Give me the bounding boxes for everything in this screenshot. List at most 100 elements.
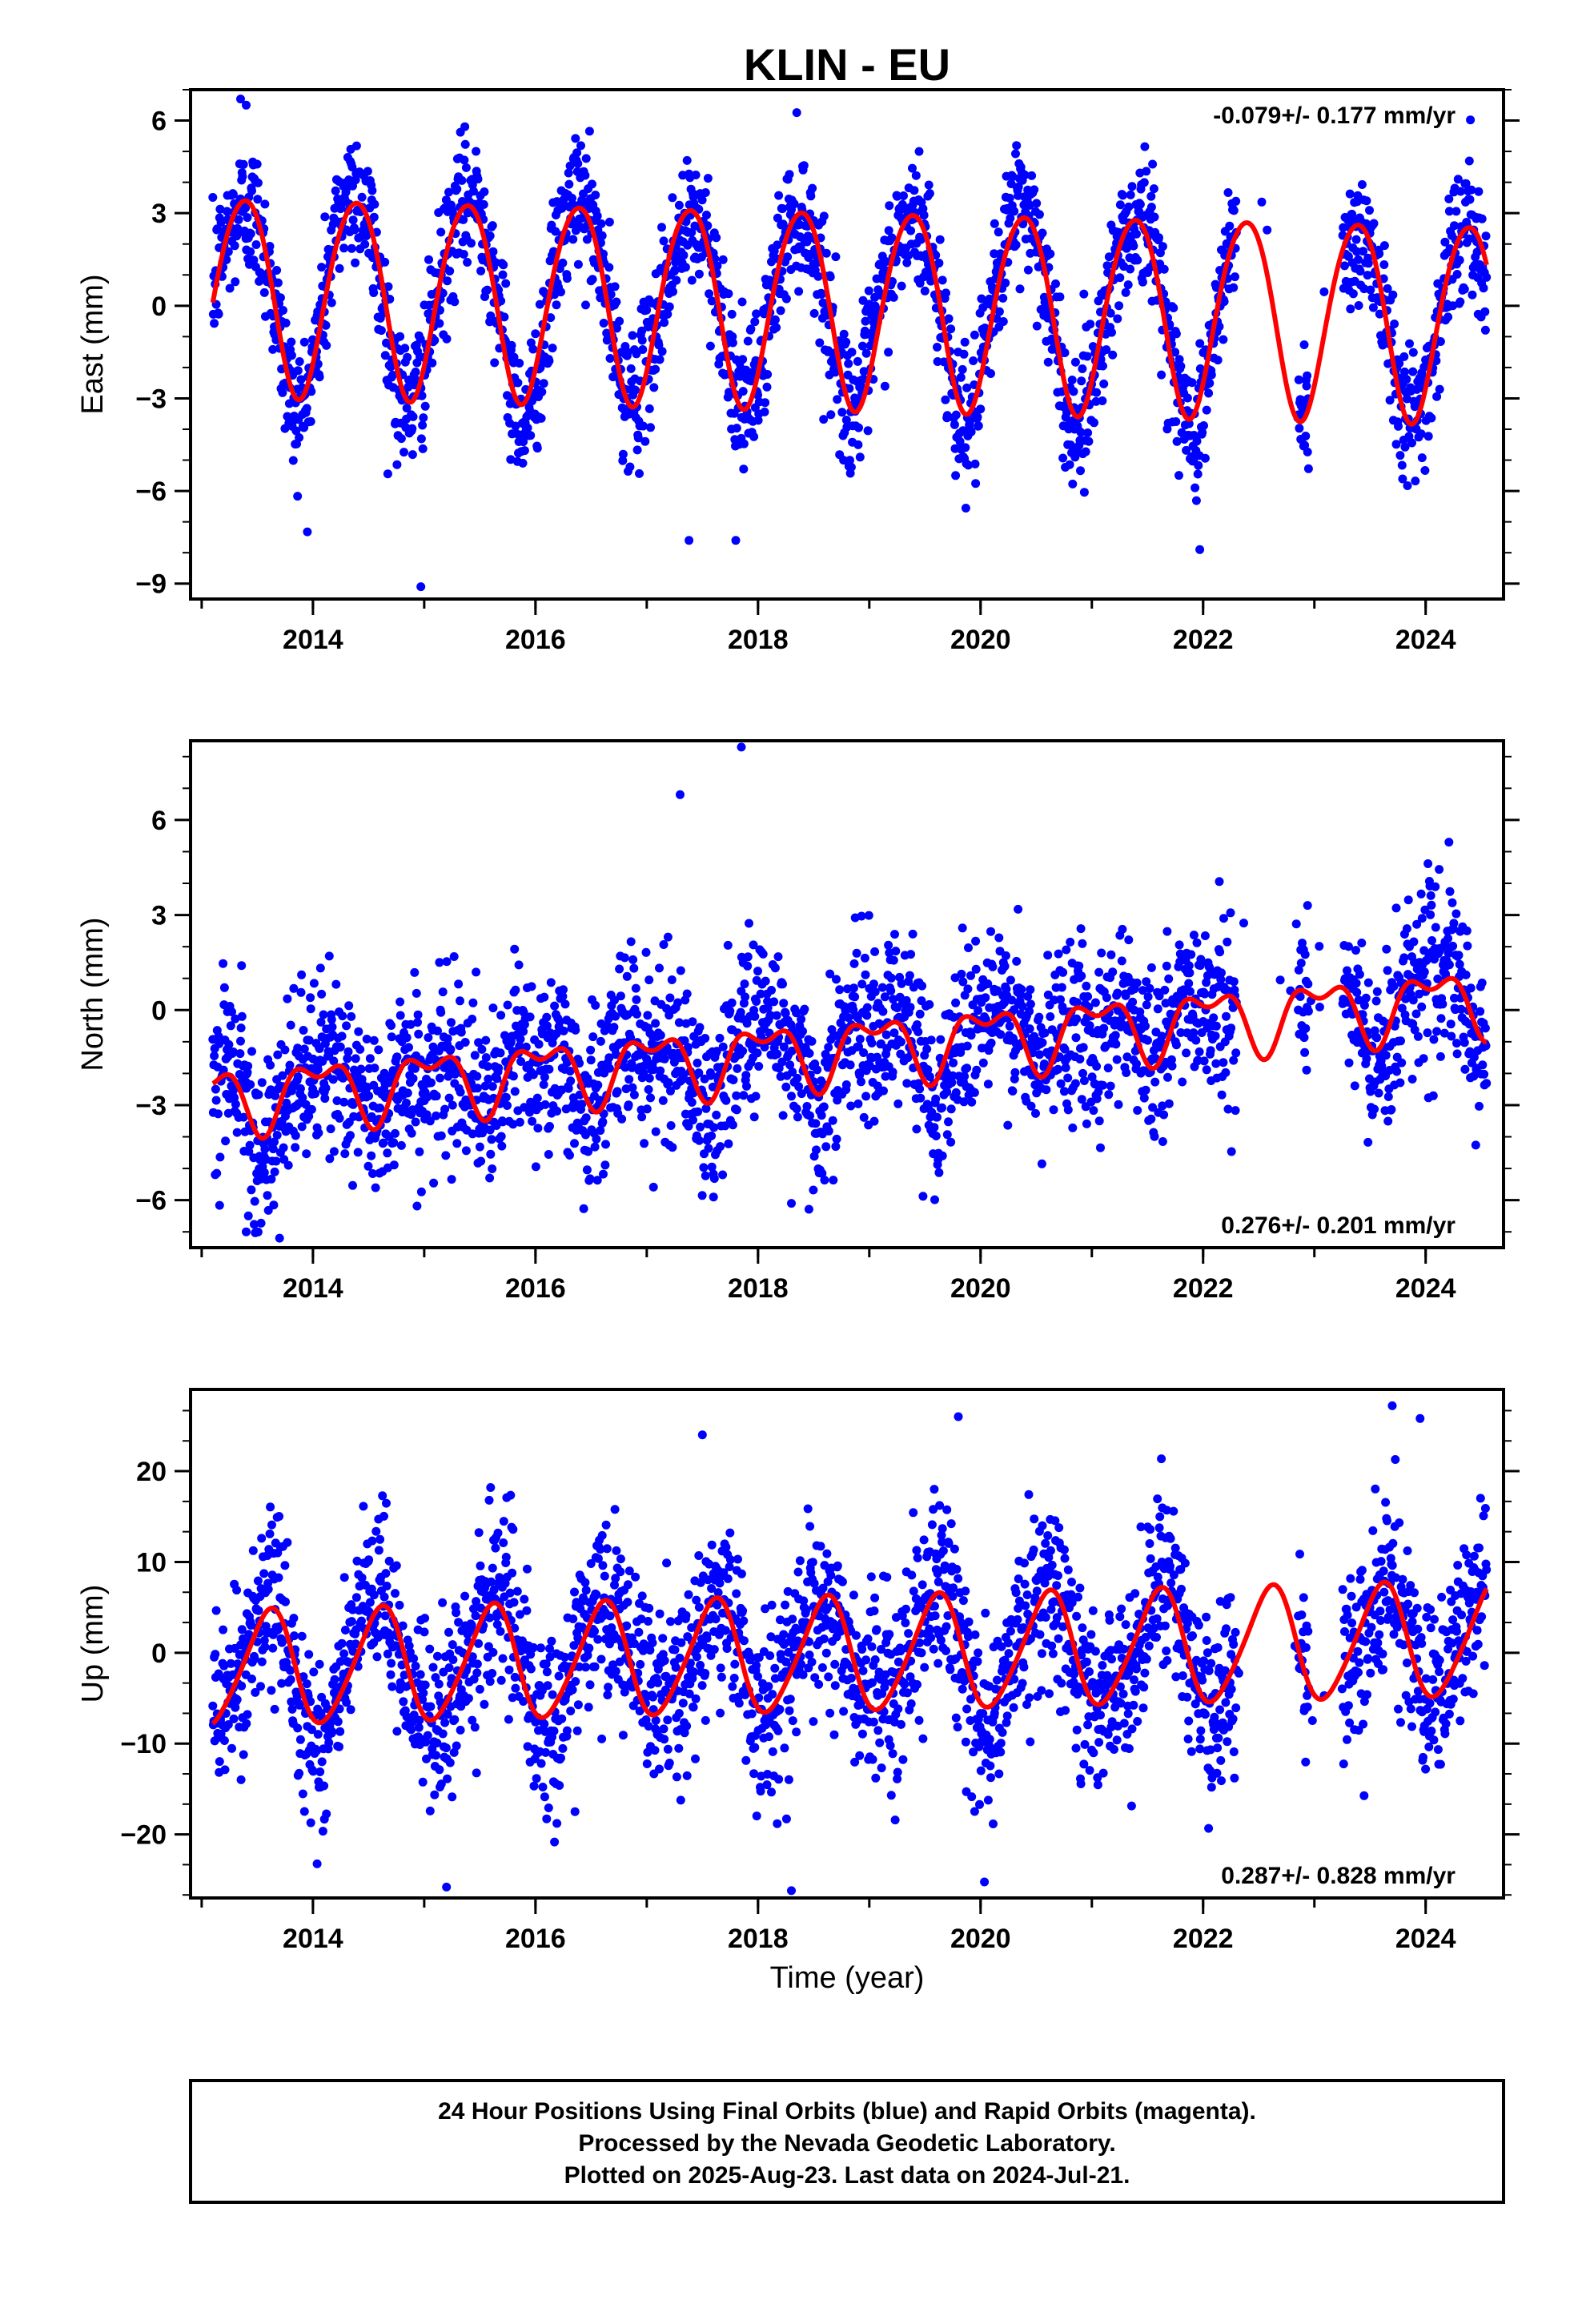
data-point: [806, 191, 816, 201]
data-point: [540, 992, 549, 1002]
data-point: [1090, 998, 1100, 1007]
x-tick-label: 2022: [1173, 625, 1234, 655]
data-point: [1186, 987, 1195, 996]
data-point: [1381, 1051, 1391, 1060]
data-point: [1008, 1087, 1018, 1096]
data-point: [864, 911, 873, 920]
data-point: [651, 364, 661, 374]
data-point: [709, 1174, 719, 1184]
data-point: [1111, 1039, 1121, 1049]
data-point: [580, 171, 590, 180]
x-tick-label: 2022: [1173, 1273, 1234, 1304]
data-point: [1206, 1046, 1215, 1055]
data-point: [540, 1072, 549, 1082]
data-points: [208, 94, 1492, 592]
data-point: [942, 1130, 952, 1140]
data-point: [1055, 292, 1065, 302]
data-point: [797, 1015, 806, 1024]
data-point: [365, 1054, 375, 1063]
data-point: [1068, 479, 1078, 489]
data-point: [369, 288, 379, 297]
data-point: [1482, 1079, 1492, 1088]
outlier-point: [737, 742, 746, 752]
data-point: [283, 994, 292, 1003]
data-point: [513, 378, 523, 388]
data-point: [830, 368, 840, 377]
data-point: [769, 997, 779, 1007]
data-point: [445, 267, 455, 275]
data-point: [964, 460, 973, 470]
data-point: [702, 211, 711, 219]
data-point: [1453, 175, 1463, 184]
data-point: [738, 355, 748, 364]
data-point: [664, 1078, 673, 1088]
data-point: [253, 178, 263, 187]
data-point: [809, 308, 819, 318]
data-point: [224, 1039, 234, 1049]
data-point: [1474, 187, 1484, 196]
data-point: [506, 455, 516, 464]
data-point: [1481, 231, 1491, 241]
data-point: [701, 1171, 710, 1180]
data-point: [463, 258, 472, 267]
data-point: [1395, 359, 1404, 368]
data-point: [959, 349, 969, 359]
data-point: [1132, 1059, 1141, 1068]
data-point: [250, 1196, 259, 1206]
data-point: [1467, 185, 1476, 195]
data-point: [1094, 1116, 1104, 1126]
data-point: [403, 1088, 412, 1098]
data-point: [1346, 304, 1355, 314]
data-point: [319, 1010, 328, 1019]
data-point: [632, 445, 642, 455]
data-point: [1444, 194, 1454, 203]
data-point: [762, 382, 772, 392]
data-point: [704, 1144, 713, 1153]
data-point: [235, 1049, 245, 1059]
data-point: [476, 266, 486, 275]
data-point: [861, 348, 871, 358]
data-point: [1219, 1058, 1228, 1068]
data-point: [718, 1170, 728, 1180]
data-point: [1315, 1003, 1324, 1011]
data-point: [408, 450, 417, 460]
data-point: [1103, 1063, 1113, 1073]
data-point: [487, 1135, 496, 1144]
data-point: [253, 195, 263, 204]
data-point: [839, 329, 849, 339]
data-point: [228, 190, 238, 199]
data-point: [1375, 309, 1384, 319]
data-point: [659, 940, 669, 949]
data-point: [239, 159, 248, 169]
data-point: [1427, 413, 1436, 423]
data-point: [787, 1092, 796, 1101]
data-point: [528, 344, 538, 354]
data-point: [1300, 1047, 1310, 1057]
data-point: [337, 1031, 347, 1041]
data-point: [773, 952, 783, 962]
outlier-point: [275, 1233, 284, 1243]
data-point: [415, 1147, 424, 1156]
data-point: [1444, 838, 1454, 847]
data-point: [750, 317, 760, 327]
data-point: [297, 1122, 307, 1132]
data-point: [501, 1092, 511, 1102]
data-point: [1061, 1063, 1070, 1072]
data-point: [1398, 474, 1407, 484]
data-point: [646, 423, 655, 432]
data-point: [1477, 214, 1487, 223]
outlier-point: [685, 536, 694, 545]
data-point: [1402, 394, 1411, 404]
data-point: [362, 1035, 371, 1043]
data-point: [516, 1035, 525, 1044]
data-point: [857, 979, 867, 989]
data-point: [1408, 348, 1418, 357]
data-point: [1005, 1021, 1014, 1031]
data-point: [638, 421, 648, 431]
data-point: [749, 432, 759, 441]
data-point: [785, 170, 794, 179]
data-point: [599, 1169, 608, 1179]
data-point: [640, 436, 650, 446]
data-point: [450, 297, 460, 307]
data-point: [586, 1055, 596, 1065]
